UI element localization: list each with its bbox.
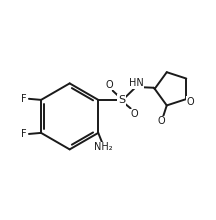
- Text: O: O: [106, 80, 113, 90]
- Text: F: F: [21, 129, 26, 139]
- Text: O: O: [186, 97, 194, 107]
- Text: F: F: [21, 94, 26, 104]
- Text: O: O: [158, 116, 165, 126]
- Text: S: S: [118, 95, 125, 105]
- Text: HN: HN: [129, 79, 144, 88]
- Text: NH₂: NH₂: [94, 142, 113, 152]
- Text: O: O: [130, 109, 138, 119]
